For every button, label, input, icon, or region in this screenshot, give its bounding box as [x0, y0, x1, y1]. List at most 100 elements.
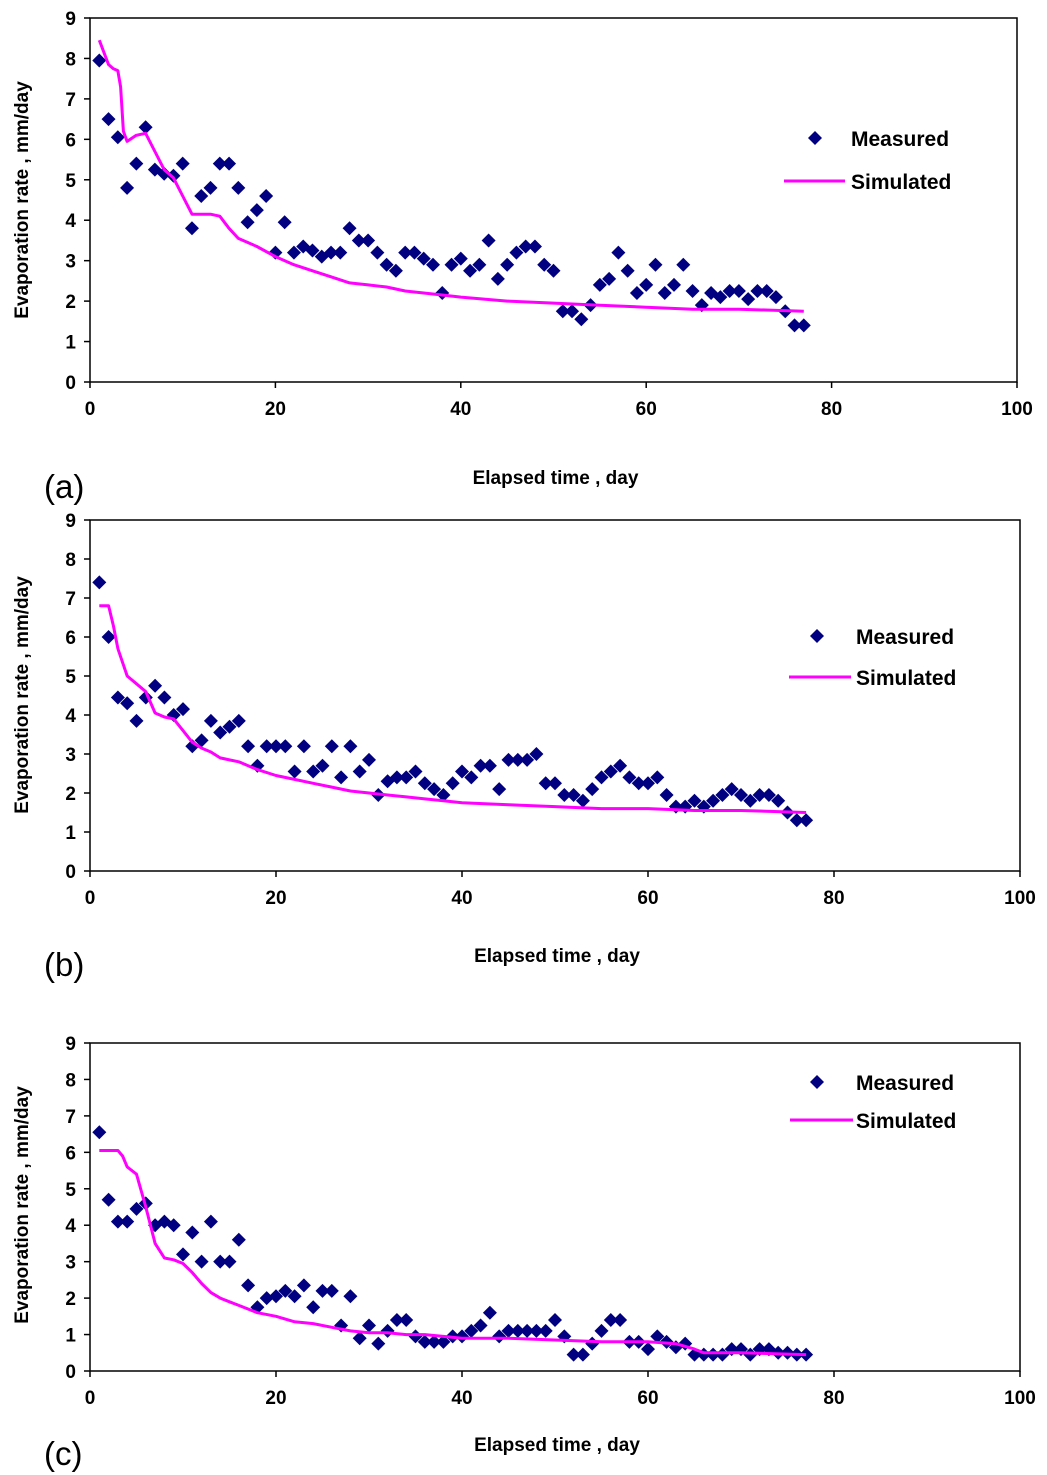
- measured-point: [771, 793, 786, 808]
- y-tick-label: 5: [65, 171, 76, 192]
- measured-point: [455, 764, 469, 779]
- legend-simulated-label: Simulated: [856, 667, 956, 690]
- measured-point: [203, 1214, 218, 1229]
- measured-point: [501, 1323, 516, 1338]
- measured-point: [734, 787, 748, 802]
- x-tick-label: 0: [85, 1388, 96, 1409]
- measured-point: [185, 1225, 200, 1240]
- x-axis-title: Elapsed time , day: [474, 1435, 640, 1456]
- y-tick-label: 7: [65, 1107, 76, 1128]
- y-tick-label: 9: [65, 511, 76, 532]
- plot-frame: [89, 1042, 1021, 1372]
- measured-point: [566, 1347, 581, 1362]
- legend-measured-label: Measured: [856, 1072, 954, 1095]
- measured-point: [715, 787, 730, 802]
- measured-point: [287, 764, 302, 779]
- simulated-line: [97, 39, 804, 313]
- y-tick-label: 9: [65, 1034, 76, 1055]
- measured-point: [759, 284, 774, 298]
- chart-panel-a: 0 1 2 3 4 5 6 7 8 9 0 20 40 60 80 100 Elapsed time , day…: [12, 9, 1033, 505]
- measured-point: [268, 245, 283, 260]
- y-tick-label: 0: [65, 1362, 76, 1383]
- measured-point: [510, 752, 525, 767]
- legend-measured-marker: [808, 131, 822, 145]
- measured-point: [724, 782, 739, 797]
- measured-point: [222, 719, 237, 734]
- measured-point: [592, 277, 607, 292]
- measured-point: [687, 793, 702, 808]
- measured-point: [176, 1247, 190, 1262]
- y-tick-label: 7: [65, 90, 76, 111]
- y-axis-title: Evaporation rate , mm/day: [12, 1086, 33, 1324]
- legend-measured-label: Measured: [851, 128, 949, 151]
- measured-point: [613, 1312, 628, 1327]
- legend: Measured Simulated: [784, 128, 951, 194]
- measured-point: [343, 739, 358, 754]
- measured-point: [594, 1323, 609, 1338]
- measured-point: [286, 245, 301, 260]
- measured-point: [398, 245, 413, 260]
- measured-point: [463, 263, 478, 278]
- measured-point: [706, 793, 721, 808]
- y-tick-label: 2: [65, 292, 76, 313]
- measured-point: [194, 733, 209, 748]
- measured-point: [240, 215, 255, 230]
- measured-point: [362, 1318, 376, 1333]
- measured-point: [799, 813, 814, 828]
- measured-point: [538, 1323, 553, 1338]
- x-tick-label: 0: [85, 399, 96, 420]
- measured-point: [548, 776, 562, 791]
- measured-point: [175, 156, 190, 171]
- measured-point: [101, 112, 116, 127]
- measured-point: [509, 245, 524, 260]
- y-tick-label: 6: [65, 1143, 76, 1164]
- measured-point: [213, 725, 228, 740]
- measured-point: [602, 271, 617, 286]
- measured-point: [249, 203, 264, 218]
- measured-point: [629, 286, 644, 301]
- measured-point: [315, 1283, 330, 1298]
- measured-point: [482, 758, 497, 773]
- y-tick-label: 4: [65, 706, 76, 727]
- measured-point: [129, 713, 144, 728]
- measured-point: [585, 1336, 600, 1351]
- measured-point: [166, 168, 181, 183]
- chart-panel-c: 0 1 2 3 4 5 6 7 8 9 0 20 40 60 80 100 Elapsed time , day…: [12, 1034, 1036, 1472]
- measured-point: [768, 290, 783, 305]
- measured-point: [445, 776, 460, 791]
- measured-point: [427, 1334, 442, 1349]
- simulated-line: [99, 604, 807, 814]
- measured-point: [622, 770, 637, 785]
- x-tick-label: 60: [637, 888, 658, 909]
- legend: Measured Simulated: [789, 626, 956, 690]
- measured-point: [212, 156, 227, 171]
- measured-point: [120, 1214, 135, 1229]
- measured-point: [278, 739, 293, 754]
- x-axis-title: Elapsed time , day: [473, 468, 639, 489]
- measured-point: [315, 758, 330, 773]
- measured-point: [306, 764, 321, 779]
- measured-point: [148, 678, 163, 693]
- measured-point: [305, 243, 320, 258]
- measured-point: [481, 233, 496, 248]
- measured-point: [603, 1312, 618, 1327]
- measured-point: [444, 257, 459, 272]
- measured-point: [231, 180, 246, 195]
- y-tick-label: 3: [65, 745, 76, 766]
- x-tick-label: 100: [1001, 399, 1033, 420]
- measured-point: [213, 1254, 228, 1269]
- measured-point: [157, 690, 172, 705]
- measured-point: [324, 739, 339, 754]
- measured-point: [379, 257, 394, 272]
- measured-point: [650, 1329, 665, 1344]
- measured-point: [464, 1323, 479, 1338]
- measured-point: [120, 696, 135, 711]
- y-tick-label: 0: [65, 373, 76, 394]
- measured-point: [241, 1278, 256, 1293]
- y-tick-label: 5: [65, 667, 76, 688]
- measured-point: [743, 1347, 758, 1362]
- panel-label: (c): [44, 1435, 82, 1472]
- measured-point: [334, 770, 349, 785]
- measured-point: [351, 233, 366, 248]
- measured-point: [259, 188, 274, 203]
